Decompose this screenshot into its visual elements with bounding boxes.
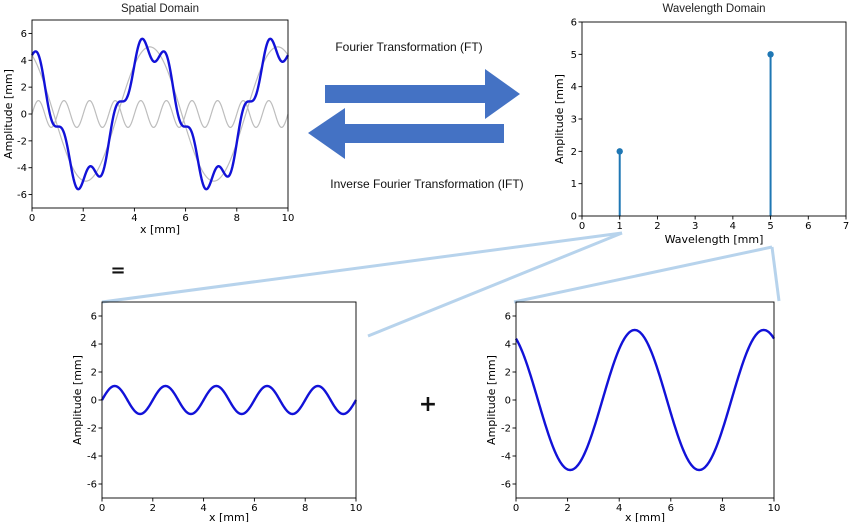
x-axis-label: x [mm]	[140, 223, 180, 236]
x-tick-label: 2	[80, 213, 86, 224]
y-tick-label: -2	[17, 136, 27, 147]
equals-sign: =	[110, 260, 125, 281]
ft-arrow	[325, 69, 520, 119]
x-tick-label: 6	[251, 503, 257, 514]
spatial-domain-chart: 0 2 4 6 8 10 -6 -4 -2 0 2 4 6 Spatial Domain x [mm] Amp…	[2, 3, 294, 236]
y-tick-label: -2	[501, 424, 511, 435]
y-tick-label: 2	[571, 147, 577, 158]
stem-marker	[616, 148, 623, 155]
stem-marker	[767, 51, 774, 58]
y-tick-label: 4	[571, 82, 577, 93]
x-tick-label: 10	[282, 213, 295, 224]
y-tick-label: 2	[505, 368, 511, 379]
x-tick-label: 7	[843, 221, 849, 232]
ift-label: Inverse Fourier Transformation (IFT)	[330, 177, 523, 191]
y-tick-label: 4	[505, 340, 511, 351]
connector-line	[513, 245, 773, 304]
x-tick-label: 1	[617, 221, 623, 232]
x-tick-label: 0	[99, 503, 105, 514]
x-tick-label: 2	[564, 503, 570, 514]
y-tick-label: 3	[571, 115, 577, 126]
y-tick-label: 0	[91, 396, 97, 407]
x-tick-label: 0	[513, 503, 519, 514]
x-tick-label: 4	[200, 503, 206, 514]
x-tick-label: 10	[768, 503, 781, 514]
wavelength-domain-chart: 0 1 2 3 4 5 6 7 0 1 2 3 4 5 6 Wavelength Domain Waveleng…	[553, 3, 849, 246]
y-tick-label: 5	[571, 50, 577, 61]
y-tick-label: 6	[91, 312, 97, 323]
y-tick-label: -4	[87, 452, 97, 463]
y-tick-label: 0	[505, 396, 511, 407]
x-tick-label: 6	[182, 213, 188, 224]
y-axis-label: Amplitude [mm]	[2, 69, 15, 159]
connector-line	[367, 231, 623, 338]
y-tick-label: 4	[91, 340, 97, 351]
y-tick-label: -4	[501, 452, 511, 463]
plot-frame	[515, 301, 775, 499]
x-axis-label: x [mm]	[209, 511, 249, 522]
component-line	[31, 99, 289, 129]
y-tick-label: 6	[21, 29, 27, 40]
signal-line	[30, 37, 290, 191]
x-tick-label: 0	[579, 221, 585, 232]
x-tick-label: 10	[350, 503, 363, 514]
y-tick-label: 6	[571, 18, 577, 29]
x-axis-label: x [mm]	[625, 511, 665, 522]
y-tick-label: -4	[17, 163, 27, 174]
x-tick-label: 8	[719, 503, 725, 514]
x-tick-label: 4	[616, 503, 622, 514]
x-tick-label: 5	[767, 221, 773, 232]
x-tick-label: 6	[668, 503, 674, 514]
plus-sign: +	[419, 392, 437, 417]
y-tick-label: 6	[505, 312, 511, 323]
chart-title: Spatial Domain	[121, 3, 199, 15]
y-tick-label: 0	[571, 212, 577, 223]
component-line	[100, 384, 358, 416]
ift-arrow	[308, 108, 504, 159]
y-tick-label: 0	[21, 110, 27, 121]
x-tick-label: 4	[131, 213, 137, 224]
x-tick-label: 6	[805, 221, 811, 232]
y-tick-label: -2	[87, 424, 97, 435]
x-tick-label: 8	[234, 213, 240, 224]
y-axis-label: Amplitude [mm]	[553, 74, 566, 164]
y-tick-label: 2	[21, 83, 27, 94]
x-tick-label: 3	[692, 221, 698, 232]
connector-lines	[101, 231, 781, 338]
y-tick-label: 2	[91, 368, 97, 379]
y-tick-label: -6	[17, 190, 27, 201]
x-tick-label: 0	[29, 213, 35, 224]
x-tick-label: 2	[654, 221, 660, 232]
y-tick-label: 1	[571, 179, 577, 190]
x-axis-label: Wavelength [mm]	[665, 233, 764, 246]
x-tick-label: 8	[302, 503, 308, 514]
plot-frame	[581, 21, 847, 217]
y-tick-label: -6	[87, 480, 97, 491]
y-axis-label: Amplitude [mm]	[485, 355, 498, 445]
ft-label: Fourier Transformation (FT)	[335, 40, 482, 54]
x-tick-label: 2	[150, 503, 156, 514]
component-line	[514, 328, 776, 472]
y-tick-label: -6	[501, 480, 511, 491]
y-tick-label: 4	[21, 56, 27, 67]
connector-line	[770, 246, 781, 302]
connector-line	[101, 231, 623, 304]
y-axis-label: Amplitude [mm]	[71, 355, 84, 445]
fourier-arrows: Fourier Transformation (FT) Inverse Four…	[308, 40, 524, 191]
x-tick-label: 4	[730, 221, 736, 232]
chart-title: Wavelength Domain	[662, 3, 765, 15]
